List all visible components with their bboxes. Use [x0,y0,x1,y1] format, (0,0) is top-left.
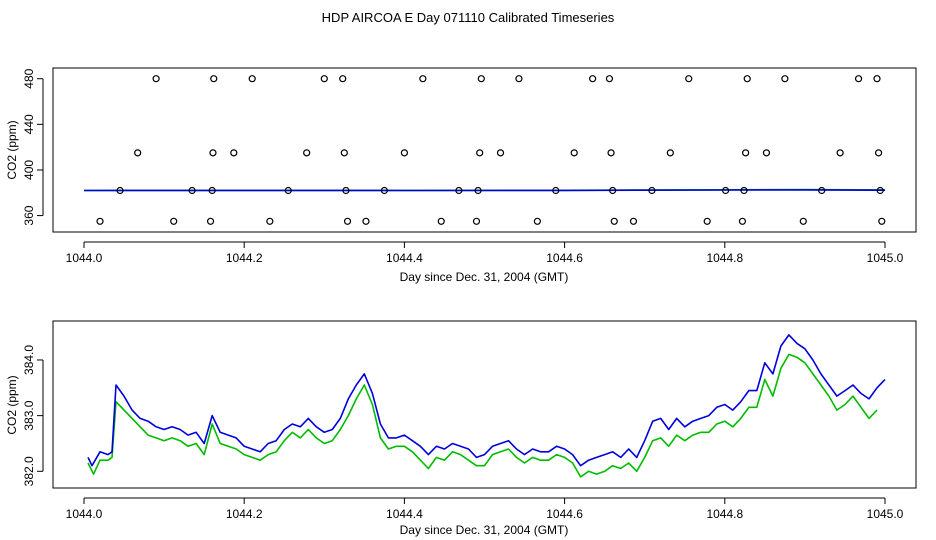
data-point [610,217,618,225]
top-plot-y-tick-label: 480 [22,68,36,88]
bottom-plot-y-tick-label: 384.0 [22,345,36,375]
data-point [134,149,142,157]
data-point [152,75,160,83]
data-point [266,217,274,225]
top-plot-y-tick-label: 360 [22,205,36,225]
data-point [339,75,347,83]
data-point [96,217,104,225]
bottom-plot-series-line-1 [87,353,878,478]
bottom-plot-x-axis-label: Day since Dec. 31, 2004 (GMT) [400,523,569,537]
data-point [609,186,617,195]
data-point [552,186,560,195]
top-plot-y-tick-label: 400 [22,160,36,180]
bottom-plot-x-tick-label: 1044.4 [386,507,423,521]
data-point [455,186,463,195]
top-plot-x-tick-label: 1045.0 [867,251,904,265]
data-point [570,149,578,157]
top-plot-x-tick-label: 1044.6 [546,251,583,265]
data-point [515,75,523,83]
bottom-plot-frame [52,320,917,489]
top-plot-series-line-2 [83,189,886,192]
data-point [188,186,196,195]
data-point [206,217,215,225]
data-point [648,186,656,195]
top-plot: Day since Dec. 31, 2004 (GMT) CO2 (ppm) … [5,67,917,284]
top-plot-x-tick-label: 1044.2 [226,251,263,265]
data-point [607,149,615,157]
data-point [874,149,883,157]
data-point [762,149,771,157]
data-point [742,149,750,157]
data-point [740,186,748,195]
data-point [496,149,505,157]
data-point [854,75,863,83]
top-plot-frame [52,67,917,233]
data-point [476,149,484,157]
data-point [873,75,881,83]
data-point [248,75,256,83]
data-point [876,186,884,195]
data-point [380,186,388,195]
data-point [799,217,807,225]
data-point [419,75,427,83]
data-point [362,217,370,225]
data-point [836,149,844,157]
data-point [343,217,352,225]
bottom-plot-y-axis-label: CO2 (ppm) [5,375,19,434]
data-point [320,75,328,83]
data-point [477,75,485,83]
data-point [533,217,541,225]
top-plot-y-axis-label: CO2 (ppm) [5,120,19,179]
top-plot-x-axis-label: Day since Dec. 31, 2004 (GMT) [400,270,569,284]
bottom-plot-x-tick-label: 1044.2 [226,507,263,521]
data-point [738,217,747,225]
data-point [230,149,238,157]
data-point [629,217,638,225]
data-point [210,75,218,83]
data-point [209,149,217,157]
data-point [743,75,751,83]
bottom-plot-x-tick-label: 1044.6 [546,507,583,521]
data-point [605,75,614,83]
bottom-plot-x-tick-label: 1045.0 [867,507,904,521]
top-plot-x-tick-label: 1044.8 [706,251,743,265]
data-point [703,217,711,225]
data-point [474,186,482,195]
data-point [722,186,730,195]
data-point [284,186,292,195]
data-point [818,186,826,195]
data-point [781,75,789,83]
data-point [342,186,350,195]
page-title: HDP AIRCOA E Day 071110 Calibrated Times… [322,10,615,25]
data-point [878,217,886,225]
data-point [666,149,674,157]
data-point [116,186,124,195]
bottom-plot-y-tick-label: 382.0 [22,456,36,486]
data-point [437,217,445,225]
data-point [400,149,408,157]
bottom-plot-x-tick-label: 1044.8 [706,507,743,521]
bottom-plot: Day since Dec. 31, 2004 (GMT) CO2 (ppm) … [5,320,917,537]
top-plot-x-tick-label: 1044.4 [386,251,423,265]
bottom-plot-x-tick-label: 1044.0 [66,507,103,521]
bottom-plot-series-line-2 [87,334,886,467]
data-point [208,186,216,195]
top-plot-x-tick-label: 1044.0 [66,251,103,265]
data-point [340,149,348,157]
data-point [685,75,693,83]
bottom-plot-y-tick-label: 383.0 [22,400,36,430]
data-point [472,217,481,225]
top-plot-y-tick-label: 440 [22,114,36,134]
data-point [589,75,597,83]
data-point [170,217,178,225]
data-point [303,149,311,157]
